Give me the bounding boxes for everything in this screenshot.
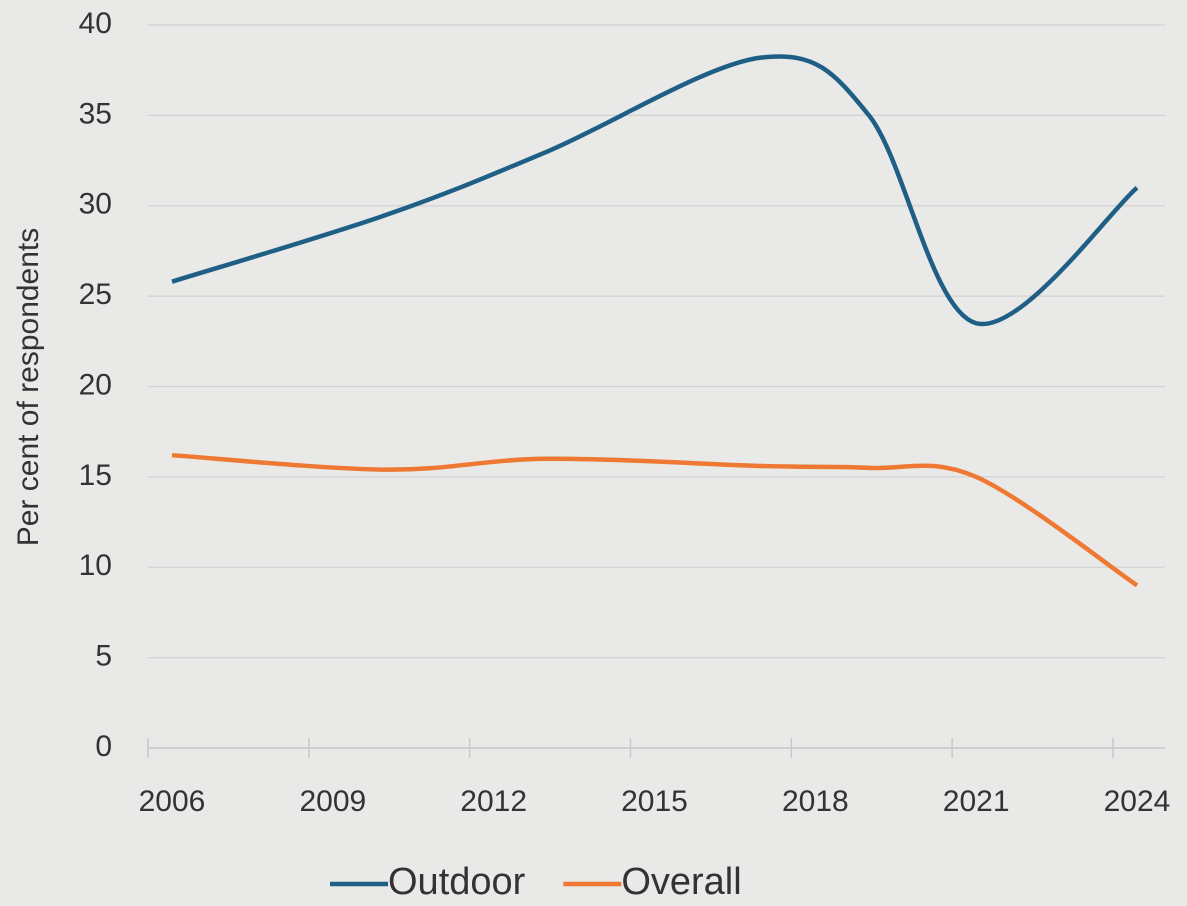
x-tick-label: 2018 <box>782 785 849 818</box>
y-tick-label: 20 <box>79 368 112 401</box>
x-tick-label: 2012 <box>460 785 527 818</box>
x-tick-label: 2015 <box>621 785 688 818</box>
y-tick-label: 0 <box>95 730 112 763</box>
y-tick-label: 10 <box>79 549 112 582</box>
y-tick-label: 40 <box>79 7 112 40</box>
y-tick-label: 35 <box>79 97 112 130</box>
y-tick-label: 15 <box>79 459 112 492</box>
x-tick-label: 2021 <box>943 785 1010 818</box>
x-tick-label: 2009 <box>299 785 366 818</box>
series-line <box>171 452 1139 588</box>
legend-label: Outdoor <box>388 861 526 903</box>
y-tick-label: 25 <box>79 278 112 311</box>
y-tick-label: 5 <box>95 640 112 673</box>
y-axis-label: Per cent of respondents <box>12 228 45 547</box>
series-line <box>171 54 1139 327</box>
x-tick-label: 2024 <box>1104 785 1171 818</box>
y-tick-label: 30 <box>79 188 112 221</box>
legend-label: Overall <box>621 861 741 903</box>
x-tick-label: 2006 <box>139 785 206 818</box>
